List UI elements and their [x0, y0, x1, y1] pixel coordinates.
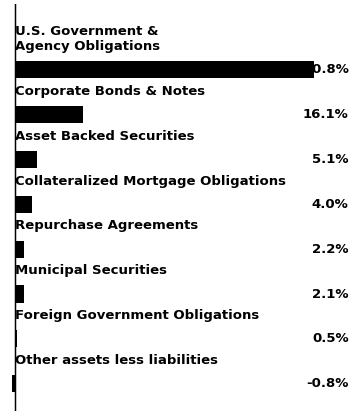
Bar [15, 61, 314, 78]
Text: Municipal Securities: Municipal Securities [15, 264, 167, 277]
Bar [12, 375, 15, 393]
Text: 0.5%: 0.5% [312, 332, 348, 345]
Bar [15, 151, 37, 168]
Text: Foreign Government Obligations: Foreign Government Obligations [15, 309, 259, 322]
Text: 70.8%: 70.8% [303, 63, 348, 76]
Text: 2.1%: 2.1% [312, 288, 348, 300]
Text: U.S. Government &
Agency Obligations: U.S. Government & Agency Obligations [15, 24, 160, 53]
Bar [15, 330, 17, 347]
Text: -0.8%: -0.8% [306, 377, 348, 391]
Text: 2.2%: 2.2% [312, 243, 348, 256]
Text: 4.0%: 4.0% [312, 198, 348, 211]
Bar [15, 286, 24, 303]
Text: Collateralized Mortgage Obligations: Collateralized Mortgage Obligations [15, 174, 286, 188]
Text: Repurchase Agreements: Repurchase Agreements [15, 220, 198, 232]
Text: 5.1%: 5.1% [312, 153, 348, 166]
Text: 16.1%: 16.1% [303, 108, 348, 121]
Bar [15, 195, 32, 212]
Text: Corporate Bonds & Notes: Corporate Bonds & Notes [15, 85, 205, 98]
Text: Asset Backed Securities: Asset Backed Securities [15, 129, 194, 143]
Text: Other assets less liabilities: Other assets less liabilities [15, 354, 218, 367]
Bar [15, 241, 24, 258]
Bar [15, 106, 83, 123]
